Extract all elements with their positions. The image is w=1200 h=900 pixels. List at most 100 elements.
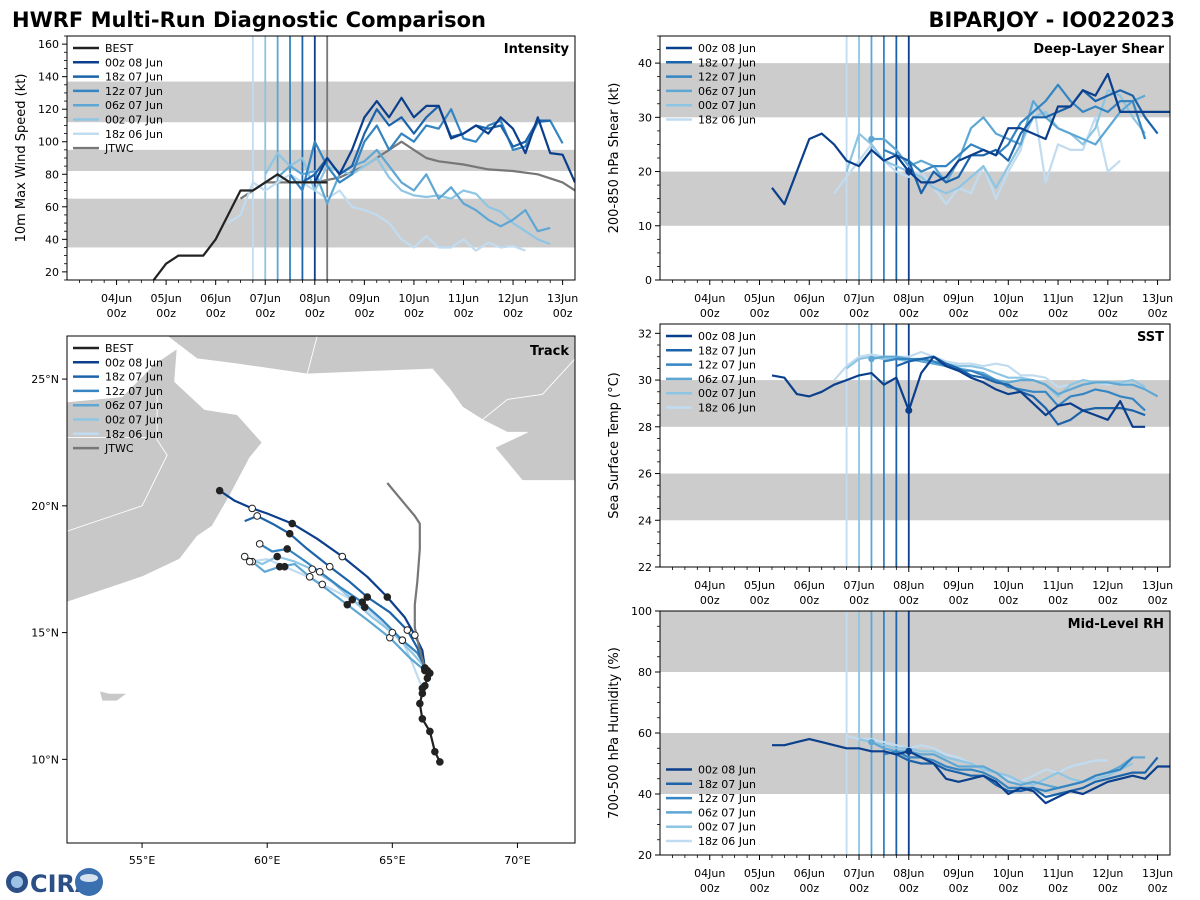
intensity-legend-label: 12z 07 Jun bbox=[105, 85, 163, 98]
track-point-18z-07-jun bbox=[285, 529, 294, 538]
track-point-00z-07-jun bbox=[273, 552, 282, 561]
intensity-series-06z-07-jun bbox=[276, 148, 551, 233]
shear-ytick-label: 20 bbox=[638, 166, 652, 179]
intensity-title: Intensity bbox=[504, 42, 570, 57]
track-point-00z-08-jun bbox=[288, 519, 297, 528]
sst-xtick-day: 05Jun bbox=[744, 579, 775, 592]
sst-xtick-day: 11Jun bbox=[1042, 579, 1073, 592]
intensity-xtick-day: 10Jun bbox=[398, 292, 429, 305]
track-point-00z-07-jun bbox=[240, 552, 249, 561]
track-legend-label: 12z 07 Jun bbox=[105, 385, 163, 398]
shear-ytick-label: 30 bbox=[638, 111, 652, 124]
track-point-00z-08-jun bbox=[215, 486, 224, 495]
sst-init-point-b bbox=[868, 355, 875, 363]
track-point-12z-07-jun bbox=[283, 545, 292, 553]
sst-xtick-hour: 00z bbox=[1098, 594, 1118, 607]
shear-xtick-hour: 00z bbox=[700, 307, 720, 320]
track-point-00z-08-jun bbox=[411, 631, 419, 639]
rh-xtick-hour: 00z bbox=[998, 882, 1018, 895]
intensity-xtick-day: 06Jun bbox=[200, 292, 231, 305]
shear-xtick-day: 13Jun bbox=[1142, 292, 1173, 305]
intensity-xtick-hour: 00z bbox=[553, 307, 573, 320]
track-ytick-label: 10°N bbox=[31, 753, 59, 766]
rh-xtick-day: 04Jun bbox=[694, 867, 725, 880]
shear-xtick-day: 05Jun bbox=[744, 292, 775, 305]
track-point-18z-06-jun bbox=[318, 580, 327, 589]
sst-band-0 bbox=[660, 473, 1170, 521]
intensity-ytick-label: 80 bbox=[45, 168, 59, 181]
track-legend-label: 18z 06 Jun bbox=[105, 428, 163, 441]
intensity-series-group bbox=[152, 96, 575, 280]
shear-xtick-hour: 00z bbox=[799, 307, 819, 320]
shear-xtick-day: 04Jun bbox=[694, 292, 725, 305]
rh-xtick-day: 12Jun bbox=[1092, 867, 1123, 880]
track-point-18z-06-jun bbox=[280, 562, 289, 571]
track-series-06z-07-jun bbox=[251, 560, 426, 672]
sst-xtick-hour: 00z bbox=[949, 594, 969, 607]
sst-init-point bbox=[905, 406, 913, 414]
rh-xtick-hour: 00z bbox=[849, 882, 869, 895]
rh-ytick-label: 60 bbox=[638, 727, 652, 740]
sst-xtick-day: 06Jun bbox=[794, 579, 825, 592]
track-plot-frame bbox=[66, 335, 576, 844]
rh-xtick-hour: 00z bbox=[750, 882, 770, 895]
rh-init-point-b bbox=[868, 738, 875, 746]
track-point-18z-06-jun bbox=[418, 684, 427, 693]
intensity-xtick-hour: 00z bbox=[305, 307, 325, 320]
intensity-ytick-label: 60 bbox=[45, 201, 59, 214]
intensity-band-0 bbox=[67, 198, 575, 248]
rh-xtick-day: 05Jun bbox=[744, 867, 775, 880]
rh-legend-label: 00z 08 Jun bbox=[698, 764, 756, 777]
intensity-xtick-day: 09Jun bbox=[349, 292, 380, 305]
rh-legend-label: 12z 07 Jun bbox=[698, 792, 756, 805]
sst-xtick-hour: 00z bbox=[750, 594, 770, 607]
arabian-peninsula-land bbox=[67, 336, 263, 603]
sst-legend-label: 00z 08 Jun bbox=[698, 330, 756, 343]
shear-band-0 bbox=[660, 171, 1170, 226]
rh-ytick-label: 20 bbox=[638, 849, 652, 862]
track-point-18z-07-jun bbox=[325, 562, 334, 571]
shear-xtick-hour: 00z bbox=[849, 307, 869, 320]
track-point-06z-07-jun bbox=[305, 573, 314, 581]
track-legend-label: 00z 07 Jun bbox=[105, 414, 163, 427]
rh-init-point bbox=[905, 747, 913, 755]
track-xtick-label: 60°E bbox=[254, 854, 280, 867]
intensity-xtick-day: 08Jun bbox=[299, 292, 330, 305]
shear-legend-label: 00z 07 Jun bbox=[698, 99, 756, 112]
rh-xtick-hour: 00z bbox=[949, 882, 969, 895]
rh-legend-label: 00z 07 Jun bbox=[698, 821, 756, 834]
track-point-00z-08-jun bbox=[248, 504, 256, 513]
intensity-ytick-label: 100 bbox=[38, 136, 59, 149]
sst-xtick-day: 08Jun bbox=[893, 579, 924, 592]
rh-band-1 bbox=[660, 611, 1170, 672]
sst-xtick-hour: 00z bbox=[899, 594, 919, 607]
intensity-xtick-day: 07Jun bbox=[250, 292, 281, 305]
shear-ylabel: 200-850 hPa Shear (kt) bbox=[607, 83, 622, 234]
sst-xtick-day: 12Jun bbox=[1092, 579, 1123, 592]
rh-xtick-day: 09Jun bbox=[943, 867, 974, 880]
rh-title: Mid-Level RH bbox=[1068, 617, 1164, 632]
rh-xtick-hour: 00z bbox=[700, 882, 720, 895]
track-point-00z-08-jun bbox=[338, 552, 347, 561]
intensity-band-1 bbox=[67, 149, 575, 172]
intensity-legend-label: 00z 07 Jun bbox=[105, 114, 163, 127]
intensity-series-18z-07-jun bbox=[301, 104, 551, 184]
intensity-xtick-hour: 00z bbox=[206, 307, 226, 320]
intensity-legend-label: 18z 06 Jun bbox=[105, 128, 163, 141]
sst-ytick-label: 32 bbox=[638, 327, 652, 340]
shear-ytick-label: 0 bbox=[645, 274, 652, 287]
intensity-legend-label: BEST bbox=[105, 42, 133, 55]
rh-xtick-day: 13Jun bbox=[1142, 867, 1173, 880]
rh-series-group bbox=[772, 734, 1170, 805]
shear-series-06z-07-jun bbox=[871, 94, 1146, 184]
track-xtick-label: 65°E bbox=[379, 854, 405, 867]
storm-id-title: BIPARJOY - IO022023 bbox=[928, 8, 1175, 32]
sst-ytick-label: 26 bbox=[638, 468, 652, 481]
shear-legend-label: 06z 07 Jun bbox=[698, 85, 756, 98]
intensity-ytick-label: 160 bbox=[38, 38, 59, 51]
sst-legend-label: 18z 06 Jun bbox=[698, 402, 756, 415]
shear-init-point-b bbox=[868, 135, 875, 143]
sst-series-group bbox=[771, 350, 1159, 428]
track-series-12z-07-jun bbox=[259, 542, 429, 672]
track-series-group bbox=[215, 482, 444, 766]
